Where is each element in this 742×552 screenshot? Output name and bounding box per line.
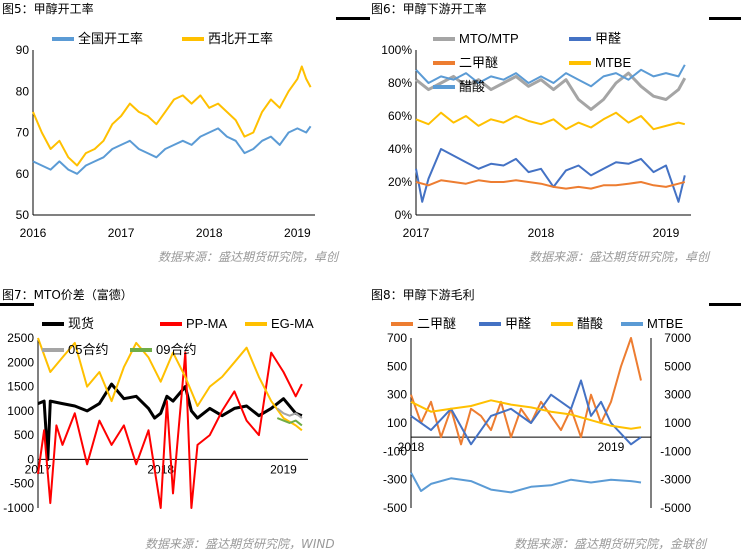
y-tick-label: 50 [16,208,30,222]
x-tick-label: 2019 [653,226,680,240]
chart-title: 图7：MTO价差（富德） [2,288,133,302]
series-line [415,71,687,111]
legend-label: MTBE [647,316,683,331]
y-tick-label: 80 [16,84,30,98]
series-line [410,379,642,446]
y2-tick-label: -3000 [660,473,691,487]
x-tick-label: 2017 [108,226,135,240]
y-tick-label: 700 [387,331,407,345]
legend-label: 现货 [68,316,94,331]
y-tick-label: 2500 [7,331,34,345]
y-tick-label: 0% [395,208,413,222]
x-tick-label: 2019 [284,226,311,240]
y-tick-label: 1000 [7,404,34,418]
legend-label: 醋酸 [459,79,485,94]
series-line [37,351,303,509]
legend-label: 醋酸 [577,316,603,331]
series-line [410,399,642,430]
series-line [32,125,312,175]
y2-tick-label: 7000 [664,331,691,345]
series-line [276,407,303,419]
chart-svg: 50 60 70 80 90 2016 2017 2018 2019 全国开工率 西北开工率 [16,31,315,240]
source-note: 数据来源：盛达期货研究院，WIND [145,537,335,551]
series-line [276,417,303,427]
y-tick-label: 70 [16,126,30,140]
chart-title: 图5：甲醇开工率 [2,2,94,16]
y2-tick-label: -1000 [660,444,691,458]
chart-panel-3: 图7：MTO价差（富德） -1000 -500 0 500 1000 1500 2000 25… [0,280,371,551]
title-rule [709,303,741,306]
x-tick-label: 2016 [20,226,47,240]
title-rule [709,17,741,20]
legend-label: EG-MA [271,316,314,331]
x-tick-label: 2019 [598,440,625,454]
legend-label: 西北开工率 [208,31,273,46]
series-line [37,337,303,432]
x-tick-label: 2018 [528,226,555,240]
y-tick-label: 20% [388,175,412,189]
chart-svg: 0% 20% 40% 60% 80% 100% 2017 2018 2019 MTO/MTP 甲醛二… [381,31,691,240]
legend-label: 全国开工率 [78,31,143,46]
chart-panel-2: 图6：甲醇下游开工率 0% 20% 40% 60% 80% 100% 2017 2018 201… [371,0,742,270]
legend-label: PP-MA [186,316,228,331]
chart-title: 图8：甲醇下游毛利 [371,288,475,302]
x-tick-label: 2017 [403,226,430,240]
source-note: 数据来源：盛达期货研究院，卓创 [529,250,710,264]
legend-label: 甲醛 [505,316,531,331]
series-line [415,111,686,131]
series-line [415,64,686,88]
legend-label: 二甲醚 [417,316,456,331]
legend-label: MTO/MTP [459,31,519,46]
series-line [410,472,642,494]
y-tick-label: 0 [27,452,34,466]
legend-label: 甲醛 [595,31,621,46]
y-tick-label: -100 [383,444,407,458]
y2-tick-label: 5000 [664,359,691,373]
y-tick-label: 60 [16,167,30,181]
legend-label: 二甲醚 [459,55,498,70]
y-tick-label: -500 [383,501,407,515]
legend-label: 05合约 [68,342,108,357]
series-line [37,382,303,461]
source-note: 数据来源：盛达期货研究院，金联创 [514,537,707,551]
title-rule [336,17,370,20]
y-tick-label: -500 [10,477,34,491]
y-tick-label: -300 [383,473,407,487]
x-tick-label: 2018 [196,226,223,240]
legend-label: MTBE [595,55,631,70]
y-tick-label: 80% [388,76,412,90]
legend-label: 09合约 [156,342,196,357]
y-tick-label: 40% [388,142,412,156]
y-tick-label: 90 [16,43,30,57]
chart-panel-4: 图8：甲醇下游毛利 700 500 300 100 -100 -300 -500 7000 50… [371,280,742,551]
chart-svg: 700 500 300 100 -100 -300 -500 7000 5000 3000 1000… [383,316,691,515]
y-tick-label: 1500 [7,380,34,394]
y-tick-label: 2000 [7,355,34,369]
source-note: 数据来源：盛达期货研究院，卓创 [158,250,339,264]
series-line [415,179,686,190]
title-rule [0,303,34,306]
y-tick-label: 500 [387,359,407,373]
x-tick-label: 2018 [398,440,425,454]
series-line [415,148,686,203]
y2-tick-label: 3000 [664,388,691,402]
chart-panel-1: 图5：甲醇开工率 50 60 70 80 90 2016 2017 2018 2019 全国开工率… [0,0,371,270]
chart-title: 图6：甲醇下游开工率 [371,2,487,16]
series-line [32,65,312,167]
y2-tick-label: -5000 [660,501,691,515]
y-tick-label: 300 [387,388,407,402]
y2-tick-label: 1000 [664,416,691,430]
y-tick-label: 500 [14,428,34,442]
y-tick-label: 60% [388,109,412,123]
x-tick-label: 2019 [270,462,297,476]
y-tick-label: -1000 [3,501,34,515]
series-line [410,337,642,446]
y-tick-label: 100% [381,43,412,57]
y-tick-label: 100 [387,416,407,430]
